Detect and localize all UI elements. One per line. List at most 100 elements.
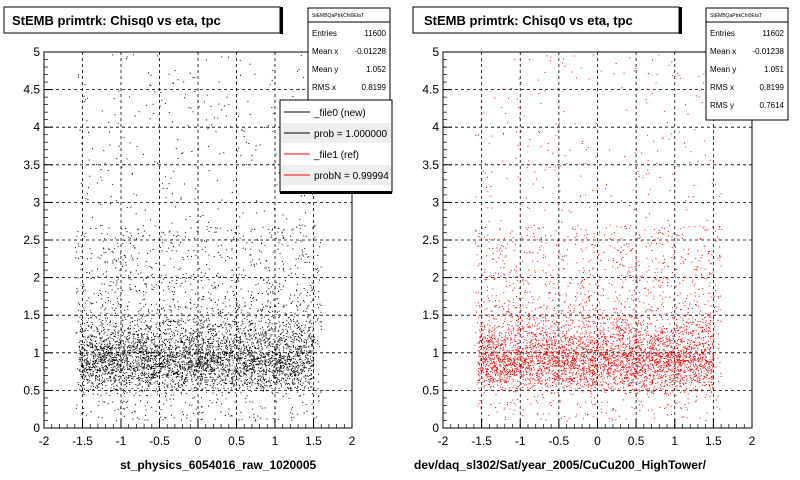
data-point [100,361,101,362]
data-point [275,353,277,355]
data-point [148,365,150,367]
data-point [201,367,202,369]
data-point [245,141,247,143]
data-point [145,338,147,340]
data-point [260,371,262,373]
data-point [167,341,168,342]
data-point [101,361,103,363]
data-point [291,368,293,370]
data-point [285,393,287,394]
data-point [232,340,234,342]
data-point [221,363,223,365]
data-point [230,334,232,336]
data-point [168,371,170,373]
data-point [182,381,184,383]
data-point [107,261,109,263]
data-point [233,375,235,377]
data-point [187,361,189,363]
data-point [118,354,119,356]
data-point [312,389,314,391]
data-point [172,381,174,383]
data-point [244,332,246,334]
data-point [259,379,261,380]
data-point [200,358,202,360]
data-point [272,310,274,312]
data-point [132,259,134,261]
data-point [305,367,307,369]
data-point [280,366,282,368]
data-point [168,370,170,372]
data-point [177,369,179,371]
data-point [211,361,213,362]
data-point [124,343,126,345]
data-point [147,360,149,362]
data-point [188,349,190,351]
data-point [293,417,295,419]
data-point [155,356,157,357]
data-point [168,305,170,307]
data-point [183,380,185,382]
data-point [170,311,172,313]
data-point [148,327,150,329]
data-point [113,363,115,365]
data-point [234,307,236,309]
data-point [239,360,241,362]
data-point [109,362,111,364]
data-point [253,361,255,363]
data-point [253,264,255,265]
data-point [182,384,183,386]
data-point [176,333,178,335]
data-point [231,192,233,193]
data-point [131,172,133,174]
data-point [312,353,314,355]
data-point [202,373,204,375]
data-point [76,251,78,253]
data-point [269,341,271,343]
data-point [143,367,145,369]
data-point [108,285,110,287]
data-point [290,312,292,313]
data-point [97,355,99,357]
data-point [145,340,147,342]
data-point [86,414,88,416]
data-point [278,388,280,389]
data-point [150,378,152,380]
data-point [223,353,225,355]
data-point [260,385,261,387]
data-point [136,362,138,364]
data-point [107,351,109,353]
data-point [145,359,147,361]
data-point [168,73,170,75]
data-point [258,360,260,362]
data-point [281,339,283,341]
data-point [185,367,187,369]
data-point [212,336,214,338]
data-point [154,356,156,358]
data-point [298,326,300,328]
data-point [277,418,279,420]
data-point [119,269,121,271]
data-point [119,371,120,373]
data-point [184,183,185,185]
data-point [109,343,111,345]
data-point [253,371,255,373]
data-point [111,384,113,386]
data-point [97,405,99,407]
data-point [193,373,195,375]
data-point [163,366,165,368]
data-point [214,231,216,233]
data-point [262,357,264,358]
data-point [278,344,280,346]
data-point [101,358,103,360]
data-point [265,371,267,373]
data-point [180,391,182,393]
data-point [172,346,173,348]
data-point [166,250,168,252]
data-point [104,343,105,345]
data-point [318,296,319,298]
data-point [145,349,147,351]
data-point [237,305,239,307]
data-point [132,334,134,335]
data-point [118,364,119,366]
data-point [102,380,104,382]
